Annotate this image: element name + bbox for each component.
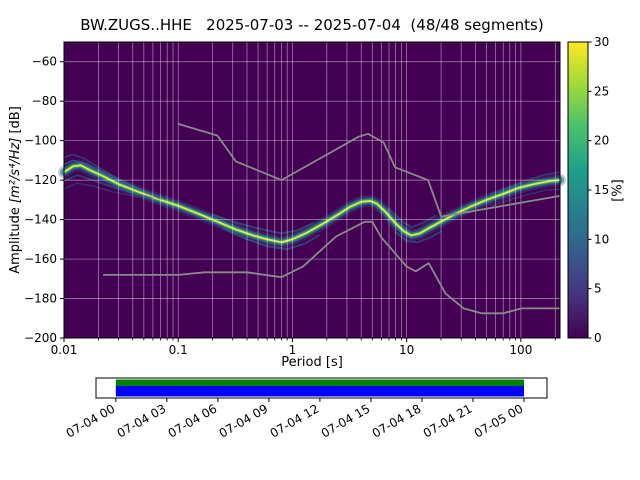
colorbar-tick-label: 5 <box>594 282 602 296</box>
plot-title: BW.ZUGS..HHE 2025-07-03 -- 2025-07-04 (4… <box>80 16 544 34</box>
y-tick-label: −80 <box>32 94 57 108</box>
psd-spread-line <box>222 227 320 251</box>
psd-spread-line <box>63 182 140 198</box>
time-tick-label: 07-04 00 <box>64 401 118 440</box>
y-tick-label: −160 <box>24 252 57 266</box>
x-tick-label: 0.1 <box>169 343 188 357</box>
x-tick-label: 0.01 <box>51 343 78 357</box>
y-axis-label-units: [m²/s⁴/Hz] <box>8 137 23 204</box>
noise-model-lines <box>103 123 561 315</box>
x-axis-ticks: 0.01 0.1 1 10 100 <box>51 338 556 357</box>
colorbar-label: [%] <box>610 179 626 202</box>
plot-background <box>64 42 560 338</box>
nhnm-curve <box>177 123 561 218</box>
x-axis-label: Period [s] <box>281 355 343 370</box>
coverage-strip-blue <box>115 386 524 397</box>
y-tick-label: −200 <box>24 331 57 345</box>
psd-spread-line <box>211 213 314 235</box>
time-tick-label: 07-04 06 <box>166 401 220 440</box>
x-tick-label: 1 <box>289 343 297 357</box>
y-axis-label-pre: Amplitude <box>8 203 23 274</box>
colorbar: 0 5 10 15 20 25 30 <box>567 35 609 345</box>
psd-histogram-band <box>58 153 566 251</box>
time-tick-label: 07-04 12 <box>268 401 322 440</box>
colorbar-gradient <box>567 41 589 339</box>
colorbar-tick-label: 20 <box>594 134 609 148</box>
psd-spread-line <box>388 207 437 229</box>
psd-spread-line <box>490 188 561 207</box>
plot-border <box>63 41 561 339</box>
grid-lines <box>63 42 560 338</box>
time-tick-label: 07-05 00 <box>472 401 526 440</box>
y-axis-label-post: [dB] <box>8 106 23 138</box>
colorbar-tick-label: 30 <box>594 35 609 49</box>
psd-spread-line <box>63 174 154 199</box>
nlnm-curve <box>103 220 560 315</box>
y-tick-label: −140 <box>24 213 57 227</box>
coverage-strip-green <box>115 379 524 386</box>
y-axis-label: Amplitude [m²/s⁴/Hz] [dB] <box>8 40 24 340</box>
psd-spread-line <box>490 171 561 195</box>
colorbar-tick-label: 25 <box>594 84 609 98</box>
time-tick-label: 07-04 09 <box>217 401 271 440</box>
psd-spread-line <box>63 159 154 196</box>
x-tick-label: 10 <box>399 343 414 357</box>
y-axis-ticks: −200 −180 −160 −140 −120 −100 −80 −60 <box>24 55 64 345</box>
time-tick-label: 07-04 21 <box>421 401 475 440</box>
time-tick-label: 07-04 15 <box>319 401 373 440</box>
colorbar-tick-label: 10 <box>594 232 609 246</box>
y-tick-label: −120 <box>24 173 57 187</box>
time-tick-label: 07-04 03 <box>115 401 169 440</box>
y-tick-label: −60 <box>32 55 57 69</box>
psd-spread-line <box>394 230 443 244</box>
psd-band-layer <box>63 164 561 244</box>
colorbar-tick-label: 15 <box>594 183 609 197</box>
y-tick-label: −180 <box>24 292 57 306</box>
colorbar-tick-label: 0 <box>594 331 602 345</box>
x-tick-label: 100 <box>509 343 532 357</box>
y-tick-label: −100 <box>24 134 57 148</box>
time-tick-label: 07-04 18 <box>370 401 424 440</box>
